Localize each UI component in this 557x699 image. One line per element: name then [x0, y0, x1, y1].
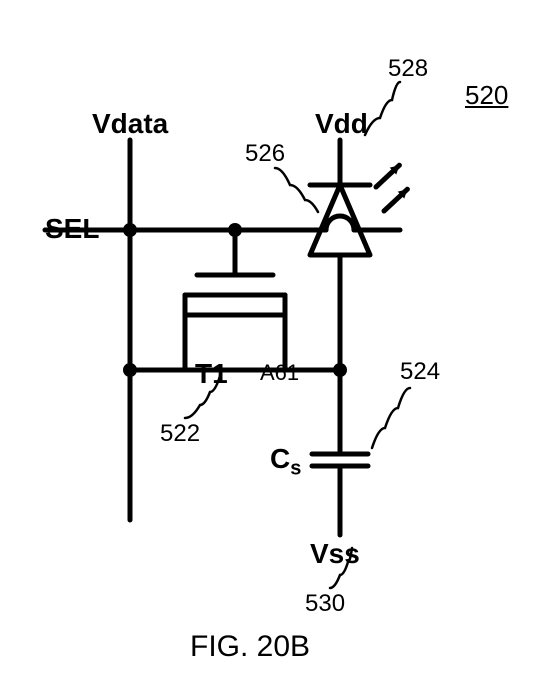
label-vdd: Vdd	[315, 108, 368, 140]
label-a61: A61	[260, 360, 299, 386]
circuit-diagram: Vdata Vdd SEL Vss T1 A61 Cs 520 528 526 …	[0, 0, 557, 699]
ref-528: 528	[388, 55, 428, 83]
figure-title: FIG. 20B	[190, 630, 310, 664]
label-vss: Vss	[310, 538, 360, 570]
ref-526: 526	[245, 140, 285, 168]
label-vdata: Vdata	[92, 108, 168, 140]
label-t1: T1	[195, 358, 228, 390]
label-sel: SEL	[45, 213, 99, 245]
ref-522: 522	[160, 420, 200, 448]
label-cs: Cs	[270, 443, 301, 481]
ref-520: 520	[465, 80, 508, 111]
ref-530: 530	[305, 590, 345, 618]
ref-524: 524	[400, 358, 440, 386]
